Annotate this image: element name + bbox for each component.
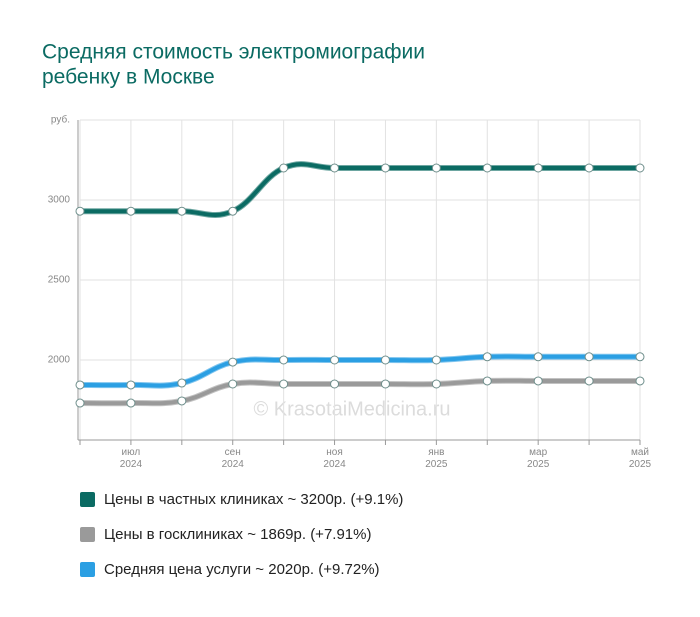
x-tick-label: май 2025 [629, 447, 652, 470]
point [75, 380, 85, 390]
point [75, 398, 85, 408]
y-tick-label: 2000 [48, 355, 71, 366]
point [533, 163, 543, 173]
point [380, 355, 390, 365]
chart-title: Средняя стоимость электромиографии [42, 41, 425, 64]
line [79, 162, 640, 217]
point [177, 378, 187, 388]
point [584, 376, 594, 386]
point [380, 163, 390, 173]
x-tick-label: мар 2025 [527, 447, 550, 470]
point [635, 352, 645, 362]
point [380, 379, 390, 389]
point [330, 355, 340, 365]
x-tick-label: янв 2025 [425, 447, 448, 470]
point [279, 355, 289, 365]
y-tick-label: 3000 [48, 195, 71, 206]
point [177, 396, 187, 406]
legend-label: Цены в частных клиниках ~ 3200р. (+9.1%) [104, 491, 403, 508]
point [126, 206, 136, 216]
line [79, 354, 640, 388]
point [330, 163, 340, 173]
point [482, 376, 492, 386]
point [584, 352, 594, 362]
point [431, 379, 441, 389]
point [228, 357, 238, 367]
point [584, 163, 594, 173]
point [533, 352, 543, 362]
point [431, 163, 441, 173]
watermark: © KrasotaiMedicina.ru [253, 398, 450, 420]
point [533, 376, 543, 386]
point [126, 380, 136, 390]
point [126, 398, 136, 408]
point [279, 163, 289, 173]
y-tick-label: 2500 [48, 275, 71, 286]
point [482, 352, 492, 362]
point [635, 376, 645, 386]
point [330, 379, 340, 389]
legend-swatch [80, 492, 95, 507]
point [431, 355, 441, 365]
legend-swatch [80, 527, 95, 542]
point [228, 206, 238, 216]
line [79, 378, 640, 406]
point [75, 206, 85, 216]
point [177, 206, 187, 216]
point [279, 379, 289, 389]
point [482, 163, 492, 173]
legend-swatch [80, 562, 95, 577]
chart-title: ребенку в Москве [42, 66, 215, 89]
point [228, 379, 238, 389]
point [635, 163, 645, 173]
line-outline [79, 161, 640, 218]
x-tick-label: ноя 2024 [323, 447, 346, 470]
x-tick-label: сен 2024 [222, 447, 245, 470]
y-tick-label: руб. [51, 114, 70, 126]
x-tick-label: июл 2024 [120, 447, 143, 470]
legend-label: Цены в госклиниках ~ 1869р. (+7.91%) [104, 526, 371, 543]
legend-label: Средняя цена услуги ~ 2020р. (+9.72%) [104, 561, 380, 578]
